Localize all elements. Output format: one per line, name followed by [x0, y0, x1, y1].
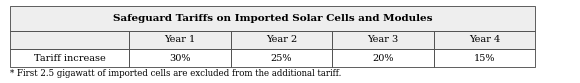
Text: Safeguard Tariffs on Imported Solar Cells and Modules: Safeguard Tariffs on Imported Solar Cell… — [113, 14, 433, 23]
Bar — [332, 31, 434, 49]
Bar — [434, 49, 535, 67]
Text: Tariff increase: Tariff increase — [34, 54, 106, 63]
Bar — [129, 31, 231, 49]
Text: 30%: 30% — [169, 54, 191, 63]
Text: Year 3: Year 3 — [368, 35, 398, 44]
Bar — [231, 31, 332, 49]
Bar — [10, 6, 535, 31]
Text: 15%: 15% — [474, 54, 495, 63]
Bar — [434, 31, 535, 49]
Text: 20%: 20% — [372, 54, 394, 63]
Text: Year 4: Year 4 — [469, 35, 500, 44]
Text: 25%: 25% — [271, 54, 292, 63]
Bar — [10, 31, 129, 49]
Bar — [10, 49, 129, 67]
Bar — [231, 49, 332, 67]
Text: Year 2: Year 2 — [266, 35, 297, 44]
Bar — [129, 49, 231, 67]
Bar — [332, 49, 434, 67]
Text: * First 2.5 gigawatt of imported cells are excluded from the additional tariff.: * First 2.5 gigawatt of imported cells a… — [10, 69, 342, 78]
Text: Year 1: Year 1 — [165, 35, 195, 44]
